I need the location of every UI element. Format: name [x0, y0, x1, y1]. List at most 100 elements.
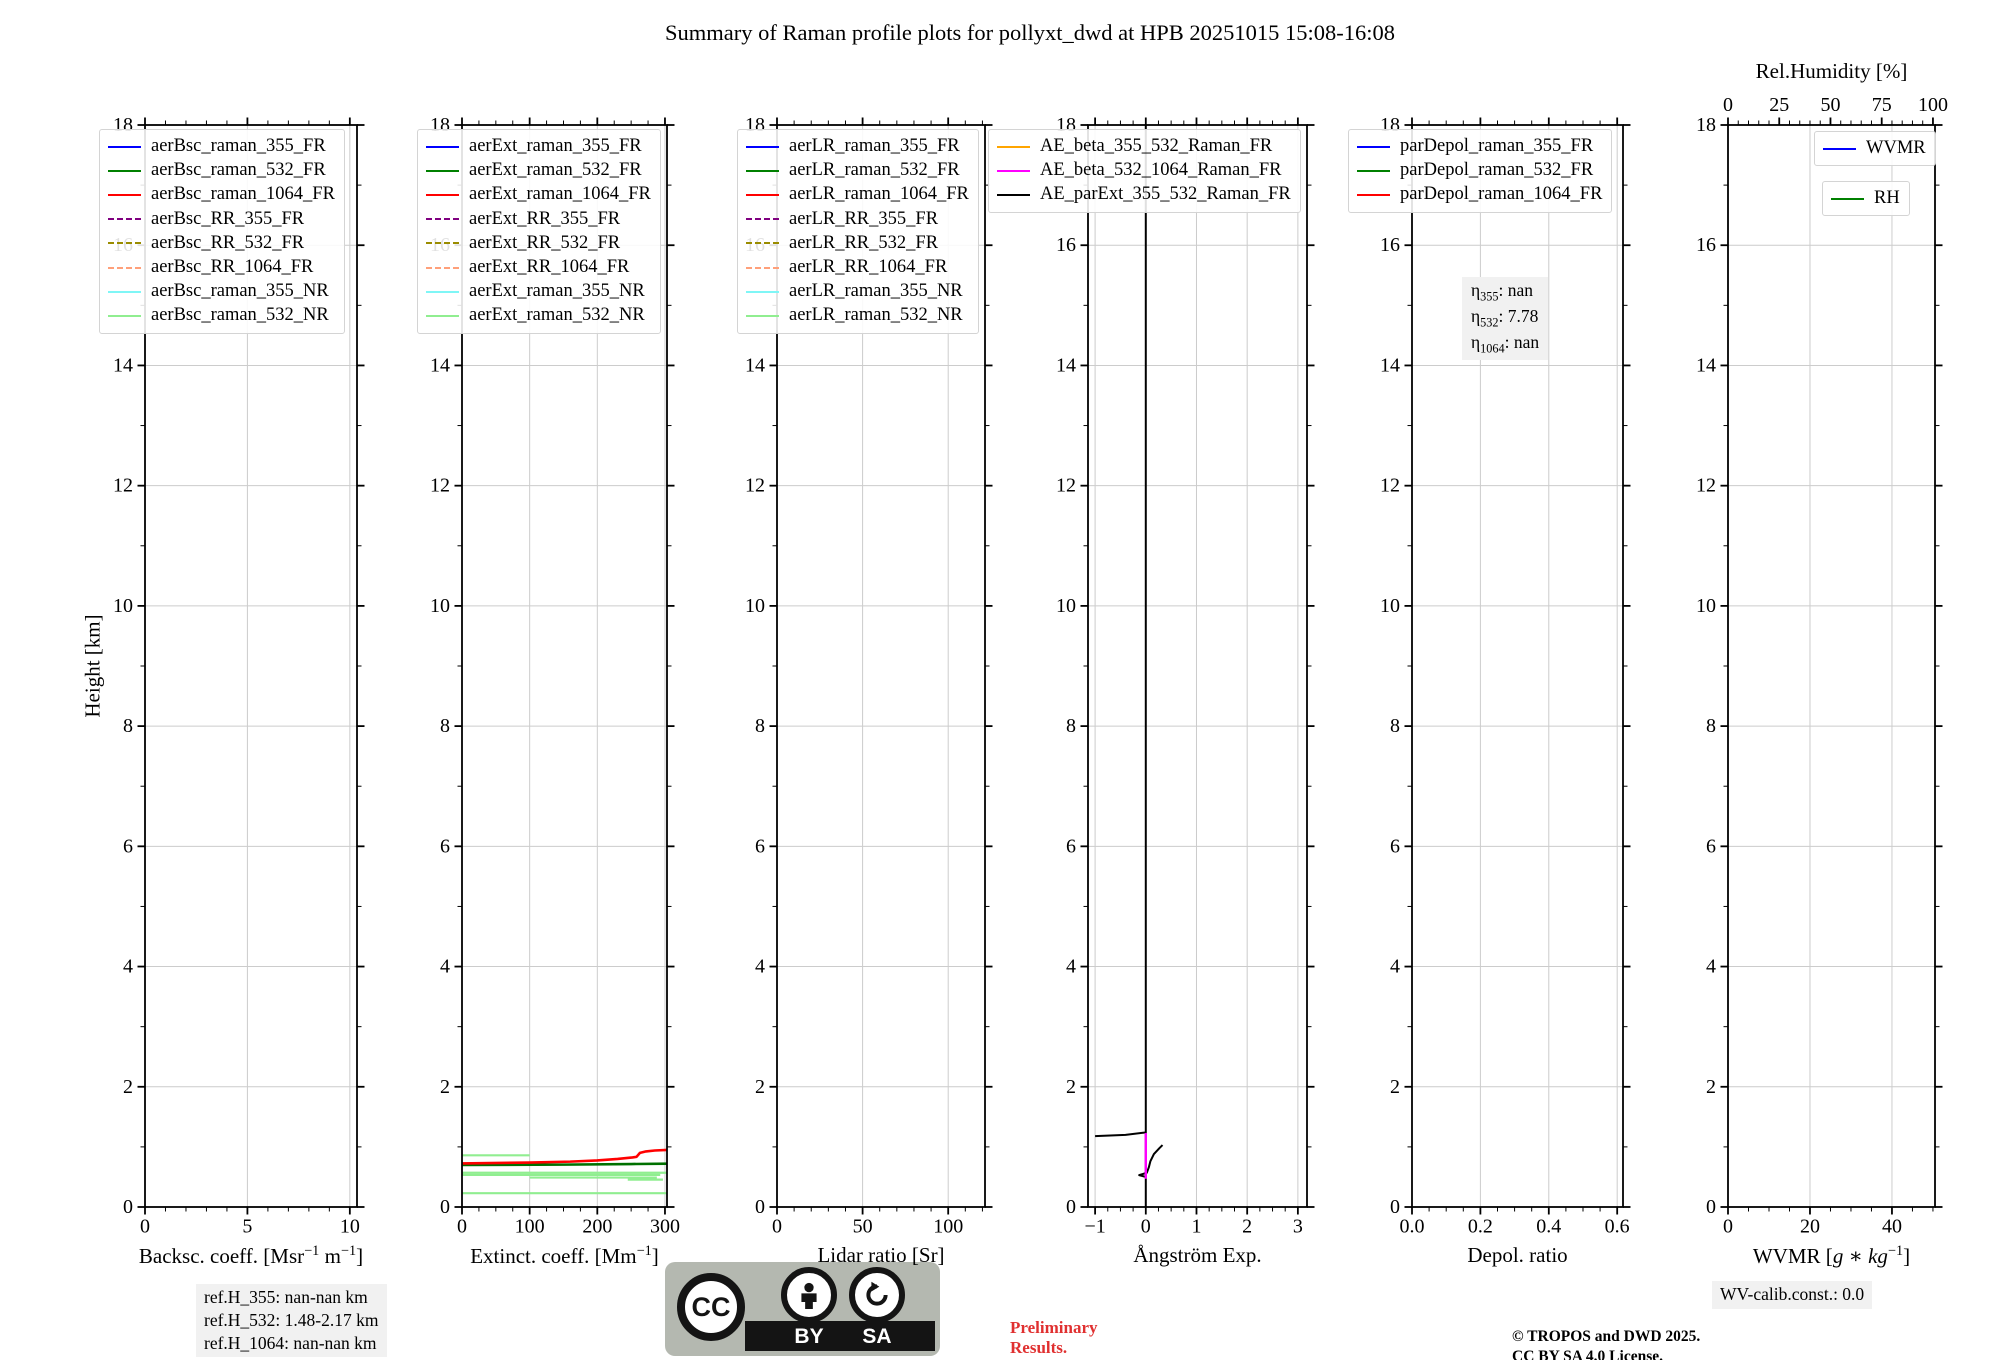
- legend-line-sample: [426, 169, 459, 172]
- svg-text:4: 4: [440, 956, 450, 978]
- legend-item: aerBsc_raman_355_NR: [108, 280, 335, 303]
- svg-text:0.4: 0.4: [1536, 1216, 1561, 1238]
- label-part: ∗: [1843, 1244, 1869, 1268]
- subplot-wvmr: 0 25 50 75 100 0 20 40 0 2 4 6 8 10 12 14 16 18 Rel.Humidi…: [1696, 59, 1948, 1268]
- cc-license-badge: CC BY SA: [665, 1262, 940, 1356]
- svg-text:8: 8: [1706, 715, 1716, 737]
- svg-text:4: 4: [123, 956, 133, 978]
- label-part: Rel.Humidity [%]: [1755, 59, 1908, 83]
- legend-label: aerBsc_raman_355_FR: [151, 136, 326, 156]
- svg-text:6: 6: [1066, 835, 1076, 857]
- superscript: −1: [636, 1243, 652, 1259]
- top-axis-label-wvmr: Rel.Humidity [%]: [1658, 59, 2000, 84]
- label-part: WVMR [: [1752, 1244, 1833, 1268]
- annotation-line: η355: nan: [1471, 280, 1534, 304]
- svg-text:0: 0: [123, 1196, 133, 1218]
- svg-text:0: 0: [772, 1216, 782, 1238]
- axes-spines: [1727, 124, 1936, 1208]
- svg-text:2: 2: [123, 1076, 133, 1098]
- legend-line-sample: [108, 315, 141, 318]
- legend-line-sample: [108, 145, 141, 148]
- legend-line-sample: [997, 169, 1030, 172]
- legend-line-sample: [746, 315, 779, 318]
- svg-text:0.0: 0.0: [1400, 1216, 1425, 1238]
- legend-item: parDepol_raman_532_FR: [1357, 159, 1602, 182]
- legend-line-sample: [746, 242, 779, 245]
- legend-line-sample: [426, 145, 459, 148]
- legend-item: aerExt_RR_1064_FR: [426, 256, 651, 279]
- svg-text:200: 200: [582, 1216, 612, 1238]
- legend-box: AE_beta_355_532_Raman_FR AE_beta_532_1064…: [988, 129, 1301, 213]
- superscript: −1: [304, 1243, 320, 1259]
- svg-text:4: 4: [755, 956, 765, 978]
- legend-item: parDepol_raman_355_FR: [1357, 135, 1602, 158]
- svg-text:10: 10: [1056, 595, 1076, 617]
- legend-item: aerBsc_RR_1064_FR: [108, 256, 335, 279]
- x-tick-labels: 0 50 100: [772, 1216, 963, 1238]
- axes-spines: [1087, 124, 1308, 1208]
- eta-annotation: η355: nan η532: 7.78 η1064: nan: [1462, 277, 1549, 360]
- legend-label: aerLR_raman_532_FR: [789, 160, 960, 181]
- legend-label: aerLR_RR_355_FR: [789, 208, 939, 229]
- svg-text:100: 100: [1918, 94, 1948, 116]
- svg-text:16: 16: [1380, 234, 1400, 256]
- x-tick-labels: 0 5 10: [140, 1216, 360, 1238]
- svg-text:2: 2: [755, 1076, 765, 1098]
- legend-line-sample: [108, 242, 141, 245]
- svg-text:2: 2: [1242, 1216, 1252, 1238]
- svg-text:10: 10: [340, 1216, 360, 1238]
- preliminary-results-note: Preliminary Results.: [1010, 1318, 1098, 1358]
- label-part: g: [1832, 1244, 1844, 1268]
- series-aerExt_raman_532_FR: [461, 1162, 668, 1167]
- legend-line-sample: [1357, 169, 1390, 172]
- svg-text:6: 6: [123, 835, 133, 857]
- x-axis-label-angstroem: Ångström Exp.: [1018, 1243, 1377, 1268]
- label-part: Extinct. coeff. [Mm: [470, 1244, 637, 1268]
- annotation-subscript: 355: [1480, 289, 1499, 304]
- legend-box: aerLR_raman_355_FR aerLR_raman_532_FR aerL…: [737, 129, 979, 334]
- svg-text:12: 12: [1056, 475, 1076, 497]
- x-tick-labels: −1 0 1 2 3: [1084, 1216, 1302, 1238]
- legend-item: aerLR_raman_532_FR: [746, 159, 969, 182]
- svg-text:12: 12: [1696, 475, 1716, 497]
- cc-sa-label: SA: [862, 1325, 892, 1348]
- svg-text:14: 14: [1696, 354, 1716, 376]
- legend-line-sample: [108, 218, 141, 221]
- series-AE_parExt_355_532_Raman_FR: [1095, 1131, 1146, 1138]
- reference-height-box: ref.H_355: nan-nan km ref.H_532: 1.48-2.…: [196, 1284, 387, 1358]
- legend-label: AE_parExt_355_532_Raman_FR: [1040, 184, 1291, 205]
- label-part: Backsc. coeff. [Msr: [138, 1244, 305, 1268]
- svg-text:0: 0: [1723, 94, 1733, 116]
- preliminary-line-1: Preliminary: [1010, 1318, 1098, 1337]
- svg-text:6: 6: [440, 835, 450, 857]
- legend-line-sample: [108, 194, 141, 196]
- legend-item: aerLR_raman_1064_FR: [746, 183, 969, 206]
- y-tick-labels: 0 2 4 6 8 10 12 14 16 18: [1696, 114, 1716, 1218]
- svg-text:2: 2: [1390, 1076, 1400, 1098]
- svg-text:12: 12: [745, 475, 765, 497]
- svg-text:16: 16: [1056, 234, 1076, 256]
- copyright-line-2: CC BY SA 4.0 License.: [1512, 1348, 1663, 1360]
- svg-text:10: 10: [430, 595, 450, 617]
- figure-title: Summary of Raman profile plots for polly…: [665, 20, 1395, 45]
- axis-ticks: [1404, 117, 1631, 1215]
- legend-line-sample: [426, 266, 459, 269]
- legend-item: AE_parExt_355_532_Raman_FR: [997, 183, 1291, 206]
- svg-text:8: 8: [755, 715, 765, 737]
- annotation-line: η532: 7.78: [1471, 305, 1539, 330]
- axis-ticks: [1720, 117, 1943, 1215]
- svg-text:4: 4: [1390, 956, 1400, 978]
- svg-text:14: 14: [113, 354, 133, 376]
- svg-text:14: 14: [430, 354, 450, 376]
- series-group: [1095, 125, 1164, 1207]
- svg-text:10: 10: [1696, 595, 1716, 617]
- svg-text:100: 100: [515, 1216, 545, 1238]
- legend-box: WVMR: [1814, 131, 1936, 167]
- svg-text:0: 0: [1390, 1196, 1400, 1218]
- legend-line-sample: [997, 194, 1030, 196]
- legend-label: AE_beta_355_532_Raman_FR: [1040, 136, 1273, 156]
- legend-line-sample: [1831, 197, 1864, 200]
- legend-item: aerBsc_raman_532_NR: [108, 304, 335, 327]
- legend-item: aerLR_raman_355_NR: [746, 280, 969, 303]
